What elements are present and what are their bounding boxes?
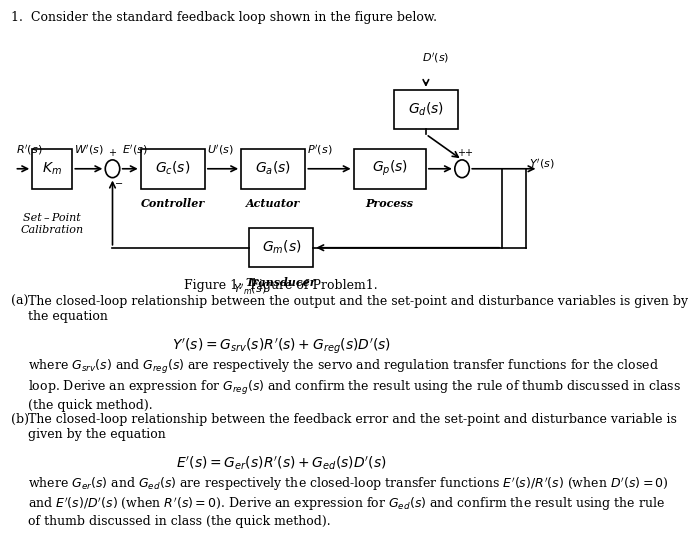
Text: Transducer: Transducer [246, 278, 316, 288]
Text: $G_a(s)$: $G_a(s)$ [256, 160, 291, 177]
Text: $-$: $-$ [114, 177, 123, 187]
Text: $Y'(s) = G_{srv}(s)R'(s) + G_{reg}(s)D'(s)$: $Y'(s) = G_{srv}(s)R'(s) + G_{reg}(s)D'(… [172, 337, 391, 356]
FancyBboxPatch shape [249, 228, 314, 267]
Text: $+$: $+$ [463, 147, 473, 158]
FancyBboxPatch shape [241, 149, 305, 188]
Text: Controller: Controller [141, 199, 205, 209]
Text: Figure 1:  Figure of Problem1.: Figure 1: Figure of Problem1. [184, 279, 378, 292]
Text: $+$: $+$ [108, 147, 117, 158]
Text: (a): (a) [11, 295, 29, 308]
Text: $U'(s)$: $U'(s)$ [206, 143, 233, 157]
Text: $G_m(s)$: $G_m(s)$ [262, 239, 301, 256]
Text: $R'(s)$: $R'(s)$ [16, 143, 43, 157]
Text: $E'(s) = G_{er}(s)R'(s) + G_{ed}(s)D'(s)$: $E'(s) = G_{er}(s)R'(s) + G_{ed}(s)D'(s)… [176, 454, 386, 472]
Text: Set – Point
Calibration: Set – Point Calibration [21, 213, 84, 235]
Text: $K_m$: $K_m$ [42, 161, 62, 177]
Text: The closed-loop relationship between the feedback error and the set-point and di: The closed-loop relationship between the… [28, 413, 677, 440]
Text: Actuator: Actuator [246, 199, 300, 209]
Text: $+$: $+$ [457, 147, 466, 158]
Text: $Y'(s)$: $Y'(s)$ [528, 157, 554, 171]
Text: $G_d(s)$: $G_d(s)$ [408, 101, 444, 118]
Text: Process: Process [365, 199, 414, 209]
Text: $Y'_m(s)$: $Y'_m(s)$ [233, 282, 267, 297]
FancyBboxPatch shape [141, 149, 205, 188]
Text: The closed-loop relationship between the output and the set-point and disturbanc: The closed-loop relationship between the… [28, 295, 688, 323]
Text: 1.  Consider the standard feedback loop shown in the figure below.: 1. Consider the standard feedback loop s… [11, 11, 438, 24]
Text: $G_p(s)$: $G_p(s)$ [372, 159, 408, 179]
FancyBboxPatch shape [354, 149, 426, 188]
Text: where $G_{srv}(s)$ and $G_{reg}(s)$ are respectively the servo and regulation tr: where $G_{srv}(s)$ and $G_{reg}(s)$ are … [28, 358, 681, 412]
Text: $G_c(s)$: $G_c(s)$ [155, 160, 190, 177]
Text: $D'(s)$: $D'(s)$ [422, 51, 449, 65]
FancyBboxPatch shape [32, 149, 72, 188]
Text: $P'(s)$: $P'(s)$ [307, 143, 332, 157]
Text: $E'(s)$: $E'(s)$ [122, 143, 148, 157]
Text: $W'(s)$: $W'(s)$ [74, 143, 104, 157]
FancyBboxPatch shape [393, 90, 458, 129]
Text: (b): (b) [11, 413, 29, 426]
Text: where $G_{er}(s)$ and $G_{ed}(s)$ are respectively the closed-loop transfer func: where $G_{er}(s)$ and $G_{ed}(s)$ are re… [28, 476, 669, 528]
